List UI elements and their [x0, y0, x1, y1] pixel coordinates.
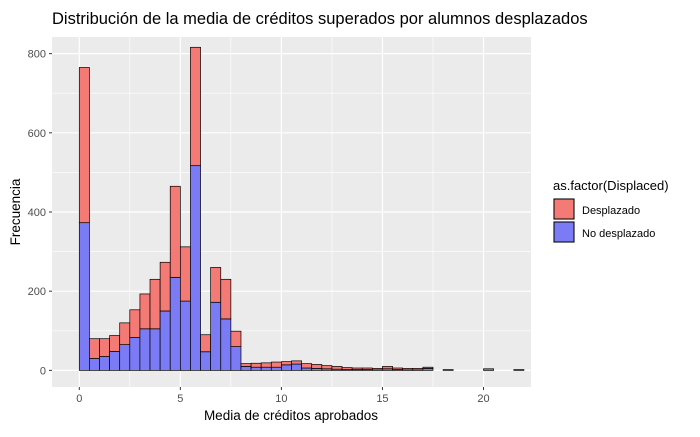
- y-tick-label: 0: [40, 365, 46, 377]
- bar-no-desplazado: [211, 302, 221, 370]
- bar-no-desplazado: [160, 311, 170, 370]
- bar-desplazado: [322, 366, 332, 369]
- x-axis: 0 5 10 15 20: [76, 387, 489, 405]
- bar-desplazado: [79, 67, 89, 222]
- bar-no-desplazado: [292, 364, 302, 370]
- bar-desplazado: [332, 366, 342, 369]
- bar-no-desplazado: [120, 345, 130, 371]
- bar-desplazado: [302, 364, 312, 368]
- y-axis: 0 200 400 600 800: [28, 49, 52, 378]
- bar-desplazado: [190, 47, 200, 165]
- bar-desplazado: [403, 368, 413, 370]
- bar-desplazado: [362, 368, 372, 370]
- bar-desplazado: [231, 331, 241, 346]
- bar-no-desplazado: [302, 368, 312, 370]
- bar-no-desplazado: [150, 329, 160, 371]
- legend: as.factor(Displaced) Desplazado No despl…: [553, 178, 669, 243]
- bar-no-desplazado: [79, 223, 89, 371]
- bar-desplazado: [180, 247, 190, 301]
- bar-no-desplazado: [261, 367, 271, 370]
- bar-desplazado: [382, 366, 392, 368]
- legend-label-desplazado: Desplazado: [582, 205, 640, 217]
- legend-swatch-desplazado: [554, 199, 574, 219]
- bar-no-desplazado: [443, 370, 453, 371]
- y-tick-label: 800: [28, 49, 46, 61]
- x-tick-label: 15: [376, 393, 388, 405]
- x-tick-label: 0: [76, 393, 82, 405]
- x-axis-label: Media de créditos aprobados: [204, 408, 378, 423]
- bar-desplazado: [342, 368, 352, 370]
- bar-no-desplazado: [190, 166, 200, 371]
- bar-no-desplazado: [241, 366, 251, 370]
- legend-title: as.factor(Displaced): [553, 178, 669, 193]
- bar-desplazado: [292, 361, 302, 364]
- bar-desplazado: [251, 363, 261, 367]
- x-tick-label: 5: [177, 393, 183, 405]
- bar-no-desplazado: [231, 347, 241, 371]
- bar-desplazado: [271, 362, 281, 367]
- bar-desplazado: [372, 368, 382, 370]
- bar-desplazado: [211, 267, 221, 302]
- bar-desplazado: [120, 323, 130, 345]
- bar-desplazado: [423, 367, 433, 368]
- bar-desplazado: [140, 294, 150, 329]
- legend-swatch-no-desplazado: [554, 222, 574, 242]
- bar-no-desplazado: [271, 367, 281, 370]
- bar-no-desplazado: [281, 365, 291, 371]
- bar-no-desplazado: [221, 319, 231, 370]
- bar-desplazado: [413, 368, 423, 370]
- y-tick-label: 600: [28, 128, 46, 140]
- bar-no-desplazado: [180, 301, 190, 370]
- bar-desplazado: [201, 335, 211, 352]
- bar-desplazado: [130, 310, 140, 338]
- bar-desplazado: [393, 368, 403, 370]
- y-axis-label: Frecuencia: [8, 178, 23, 245]
- bar-desplazado: [281, 362, 291, 365]
- bar-desplazado: [150, 279, 160, 328]
- bar-desplazado: [99, 339, 109, 357]
- bar-no-desplazado: [170, 277, 180, 370]
- bar-no-desplazado: [89, 358, 99, 370]
- chart-title: Distribución de la media de créditos sup…: [52, 10, 588, 28]
- bar-no-desplazado: [110, 351, 120, 370]
- legend-label-no-desplazado: No desplazado: [582, 228, 655, 240]
- bar-desplazado: [261, 363, 271, 367]
- bar-no-desplazado: [484, 369, 494, 371]
- bar-no-desplazado: [251, 367, 261, 370]
- bar-no-desplazado: [514, 370, 524, 371]
- bar-no-desplazado: [130, 338, 140, 371]
- y-tick-label: 400: [28, 207, 46, 219]
- bar-desplazado: [89, 339, 99, 359]
- x-tick-label: 10: [275, 393, 287, 405]
- bar-no-desplazado: [201, 352, 211, 371]
- bar-desplazado: [160, 262, 170, 311]
- bar-desplazado: [110, 336, 120, 352]
- bar-desplazado: [221, 279, 231, 319]
- bar-desplazado: [170, 186, 180, 277]
- x-tick-label: 20: [477, 393, 489, 405]
- bar-no-desplazado: [99, 357, 109, 371]
- bar-desplazado: [241, 364, 251, 367]
- bar-no-desplazado: [140, 329, 150, 371]
- bar-desplazado: [312, 364, 322, 368]
- y-tick-label: 200: [28, 286, 46, 298]
- bar-desplazado: [352, 368, 362, 370]
